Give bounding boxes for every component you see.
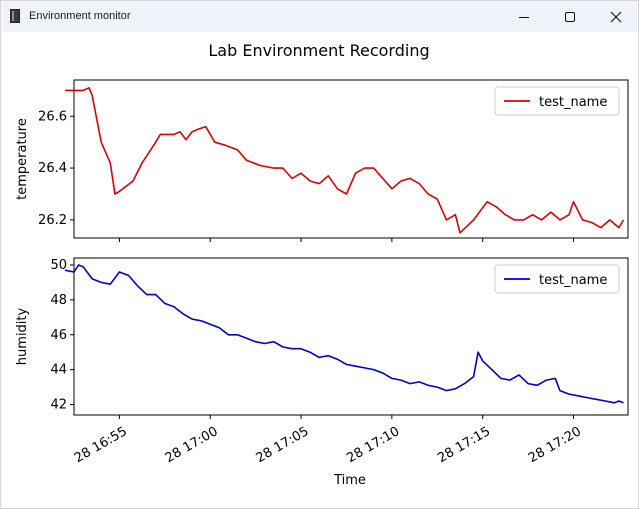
series-line-temperature <box>64 86 625 234</box>
minimize-button[interactable] <box>501 1 547 32</box>
title-bar[interactable]: Environment monitor <box>1 1 638 32</box>
x-tick-label: 28 16:55 <box>72 424 130 466</box>
series-line-humidity <box>64 264 624 404</box>
y-axis-label-temperature: temperature <box>15 118 30 200</box>
x-tick-label: 28 17:05 <box>254 424 312 466</box>
close-button[interactable] <box>593 1 639 32</box>
y-tick-label: 46 <box>50 328 67 343</box>
y-tick-label: 26.2 <box>38 213 67 228</box>
maximize-icon <box>565 11 575 22</box>
legend-box <box>494 264 620 294</box>
close-icon <box>610 11 622 22</box>
plot-area-temperature <box>73 79 629 239</box>
x-tick-label: 28 17:00 <box>163 424 221 466</box>
legend-label: test_name <box>539 273 607 288</box>
x-axis-label: Time <box>333 473 366 488</box>
legend-box <box>494 86 620 116</box>
x-tick-label: 28 17:20 <box>526 424 584 466</box>
app-icon <box>10 9 20 23</box>
y-tick-label: 26.6 <box>38 109 67 124</box>
chart-title: Lab Environment Recording <box>208 41 429 60</box>
maximize-button[interactable] <box>547 1 593 32</box>
y-tick-label: 44 <box>50 363 67 378</box>
chart-figure: Lab Environment Recording 26.2 26.4 26.6 tem… <box>15 41 629 488</box>
y-tick-label: 50 <box>50 258 67 273</box>
x-tick-label: 28 17:15 <box>435 424 493 466</box>
x-tick-label: 28 17:10 <box>344 424 402 466</box>
legend-label: test_name <box>539 95 607 110</box>
minimize-icon <box>519 16 529 18</box>
plot-area-humidity <box>73 257 629 416</box>
y-axis-label-humidity: humidity <box>15 307 30 365</box>
y-tick-label: 42 <box>50 398 67 413</box>
window-title: Environment monitor <box>29 10 131 22</box>
y-tick-label: 26.4 <box>38 161 67 176</box>
y-tick-label: 48 <box>50 293 67 308</box>
